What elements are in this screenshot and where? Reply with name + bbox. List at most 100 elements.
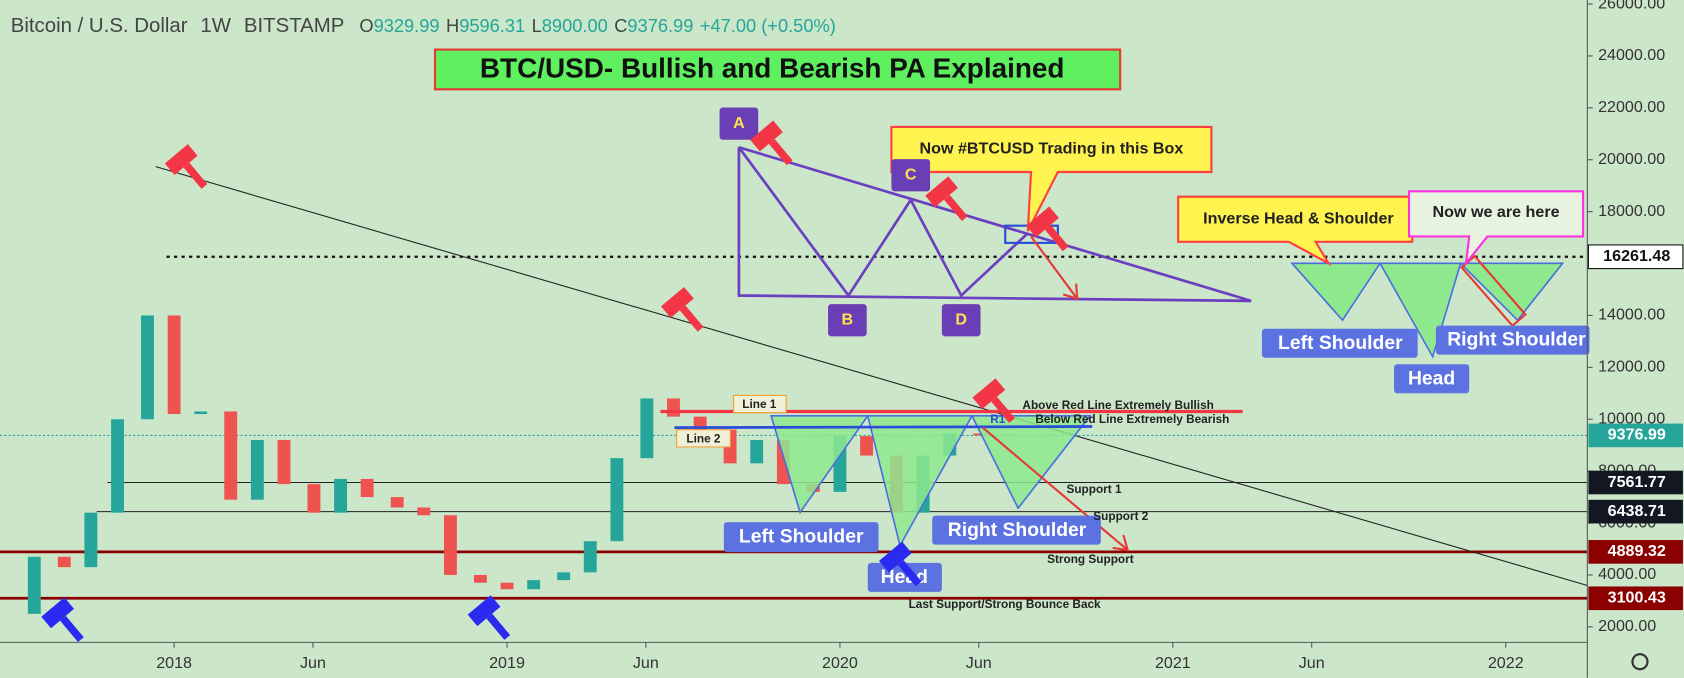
symbol: Bitcoin / U.S. Dollar [11, 15, 188, 37]
ohlc-value: 9596.31 [459, 15, 525, 36]
pattern-label: Left Shoulder [739, 526, 864, 547]
y-tick-label: 2000.00 [1598, 617, 1656, 635]
note: Support 2 [1093, 509, 1148, 523]
ohlc-value: 9329.99 [374, 15, 440, 36]
pattern-label: Head [1408, 368, 1455, 389]
line-label-box [732, 394, 787, 414]
y-tick-label: 10000.00 [1598, 409, 1665, 427]
candle [473, 574, 487, 583]
y-tick-label: 24000.00 [1598, 46, 1665, 64]
header: Bitcoin / U.S. Dollar 1W BITSTAMP O9329.99 H… [11, 15, 836, 38]
triangle-pattern [737, 146, 1252, 303]
line-label: Line 2 [686, 432, 721, 446]
interval: 1W [200, 15, 231, 37]
x-tick-label: 2019 [489, 654, 525, 672]
point-label: A [733, 114, 745, 132]
ohlc-value: 9376.99 [627, 15, 693, 36]
x-tick-label: 2020 [822, 654, 858, 672]
ihs-pattern [1290, 262, 1565, 359]
price-label-box [1588, 423, 1683, 448]
callout-text: Inverse Head & Shoulder [1203, 210, 1394, 228]
arrow [981, 426, 1130, 552]
price-label: 6438.71 [1608, 502, 1666, 520]
hammer-icons [41, 120, 1069, 643]
title-box [433, 48, 1122, 91]
ohlc-label: O [359, 15, 373, 36]
price-label: 16261.48 [1603, 247, 1670, 265]
y-tick-label: 12000.00 [1598, 358, 1665, 376]
note: Support 1 [1066, 482, 1121, 496]
candle [224, 411, 238, 500]
candle [194, 411, 208, 415]
x-tick-label: 2021 [1155, 654, 1191, 672]
candle [443, 515, 457, 575]
candle [84, 512, 98, 568]
note: Above Red Line Extremely Bullish [1022, 398, 1213, 412]
price-label-box [1588, 499, 1683, 524]
candle [667, 398, 680, 417]
candle [250, 439, 264, 500]
candle [750, 439, 764, 464]
price-labels: 16261.48 9376.99 7561.77 6438.71 4889.32 3100… [1587, 244, 1684, 611]
settings-icon[interactable] [1631, 653, 1649, 671]
note: Last Support/Strong Bounce Back [909, 597, 1101, 611]
x-tick-label: 2018 [156, 654, 192, 672]
x-tick-label: Jun [633, 654, 659, 672]
note: R1 [990, 412, 1006, 426]
hs-pattern [770, 414, 1092, 548]
candle [640, 398, 654, 459]
price-label: 9376.99 [1608, 426, 1666, 444]
ohlc-label: C [614, 15, 627, 36]
candle [141, 315, 154, 420]
ohlc-value: 8900.00 [542, 15, 608, 36]
x-tick-label: 2022 [1488, 654, 1524, 672]
shoulder-labels: Left Shoulder Head Right Shoulder Left S… [723, 325, 1590, 592]
price-label: 4889.32 [1608, 542, 1666, 560]
y-tick-label: 26000.00 [1598, 0, 1665, 12]
point-label: C [905, 165, 917, 183]
pattern-label: Left Shoulder [1278, 333, 1403, 354]
ohlc-label: H [446, 15, 459, 36]
price-label: 7561.77 [1608, 473, 1666, 491]
x-tick-label: Jun [966, 654, 992, 672]
pattern-label: Right Shoulder [1447, 330, 1586, 351]
candle [583, 541, 597, 573]
change: +47.00 (+0.50%) [700, 15, 836, 36]
line-label: Line 1 [742, 397, 777, 411]
candle [860, 436, 874, 456]
y-tick-label: 18000.00 [1598, 202, 1665, 220]
note: Strong Support [1047, 552, 1134, 566]
candle [334, 478, 348, 513]
callout-text: Now we are here [1433, 203, 1560, 221]
candle [610, 458, 624, 542]
point-labels: A C B D [719, 107, 981, 337]
price-label-box [1588, 540, 1683, 564]
callout-text: Now #BTCUSD Trading in this Box [920, 140, 1184, 158]
candle [360, 478, 374, 498]
arrow [1030, 235, 1079, 301]
ohlc-label: L [532, 15, 542, 36]
y-tick-label: 22000.00 [1598, 98, 1665, 116]
y-tick-label: 4000.00 [1598, 565, 1656, 583]
point-label: B [842, 310, 854, 328]
price-label-box [1588, 586, 1683, 611]
chart-title: BTC/USD- Bullish and Bearish PA Explaine… [480, 52, 1065, 83]
candle [390, 497, 404, 508]
callout [1407, 190, 1585, 267]
y-tick-label: 14000.00 [1598, 306, 1665, 324]
pattern-label: Right Shoulder [948, 520, 1087, 541]
candle [167, 315, 181, 415]
price-label-box [1587, 244, 1684, 270]
x-tick-label: Jun [300, 654, 326, 672]
y-tick-label: 20000.00 [1598, 150, 1665, 168]
candle [973, 433, 987, 436]
point-label: D [955, 310, 967, 328]
blue-line [674, 425, 1093, 429]
candle [277, 439, 291, 485]
candle [527, 580, 541, 590]
candle [111, 419, 124, 513]
trend-line [155, 166, 1588, 586]
price-label: 3100.43 [1608, 589, 1666, 607]
